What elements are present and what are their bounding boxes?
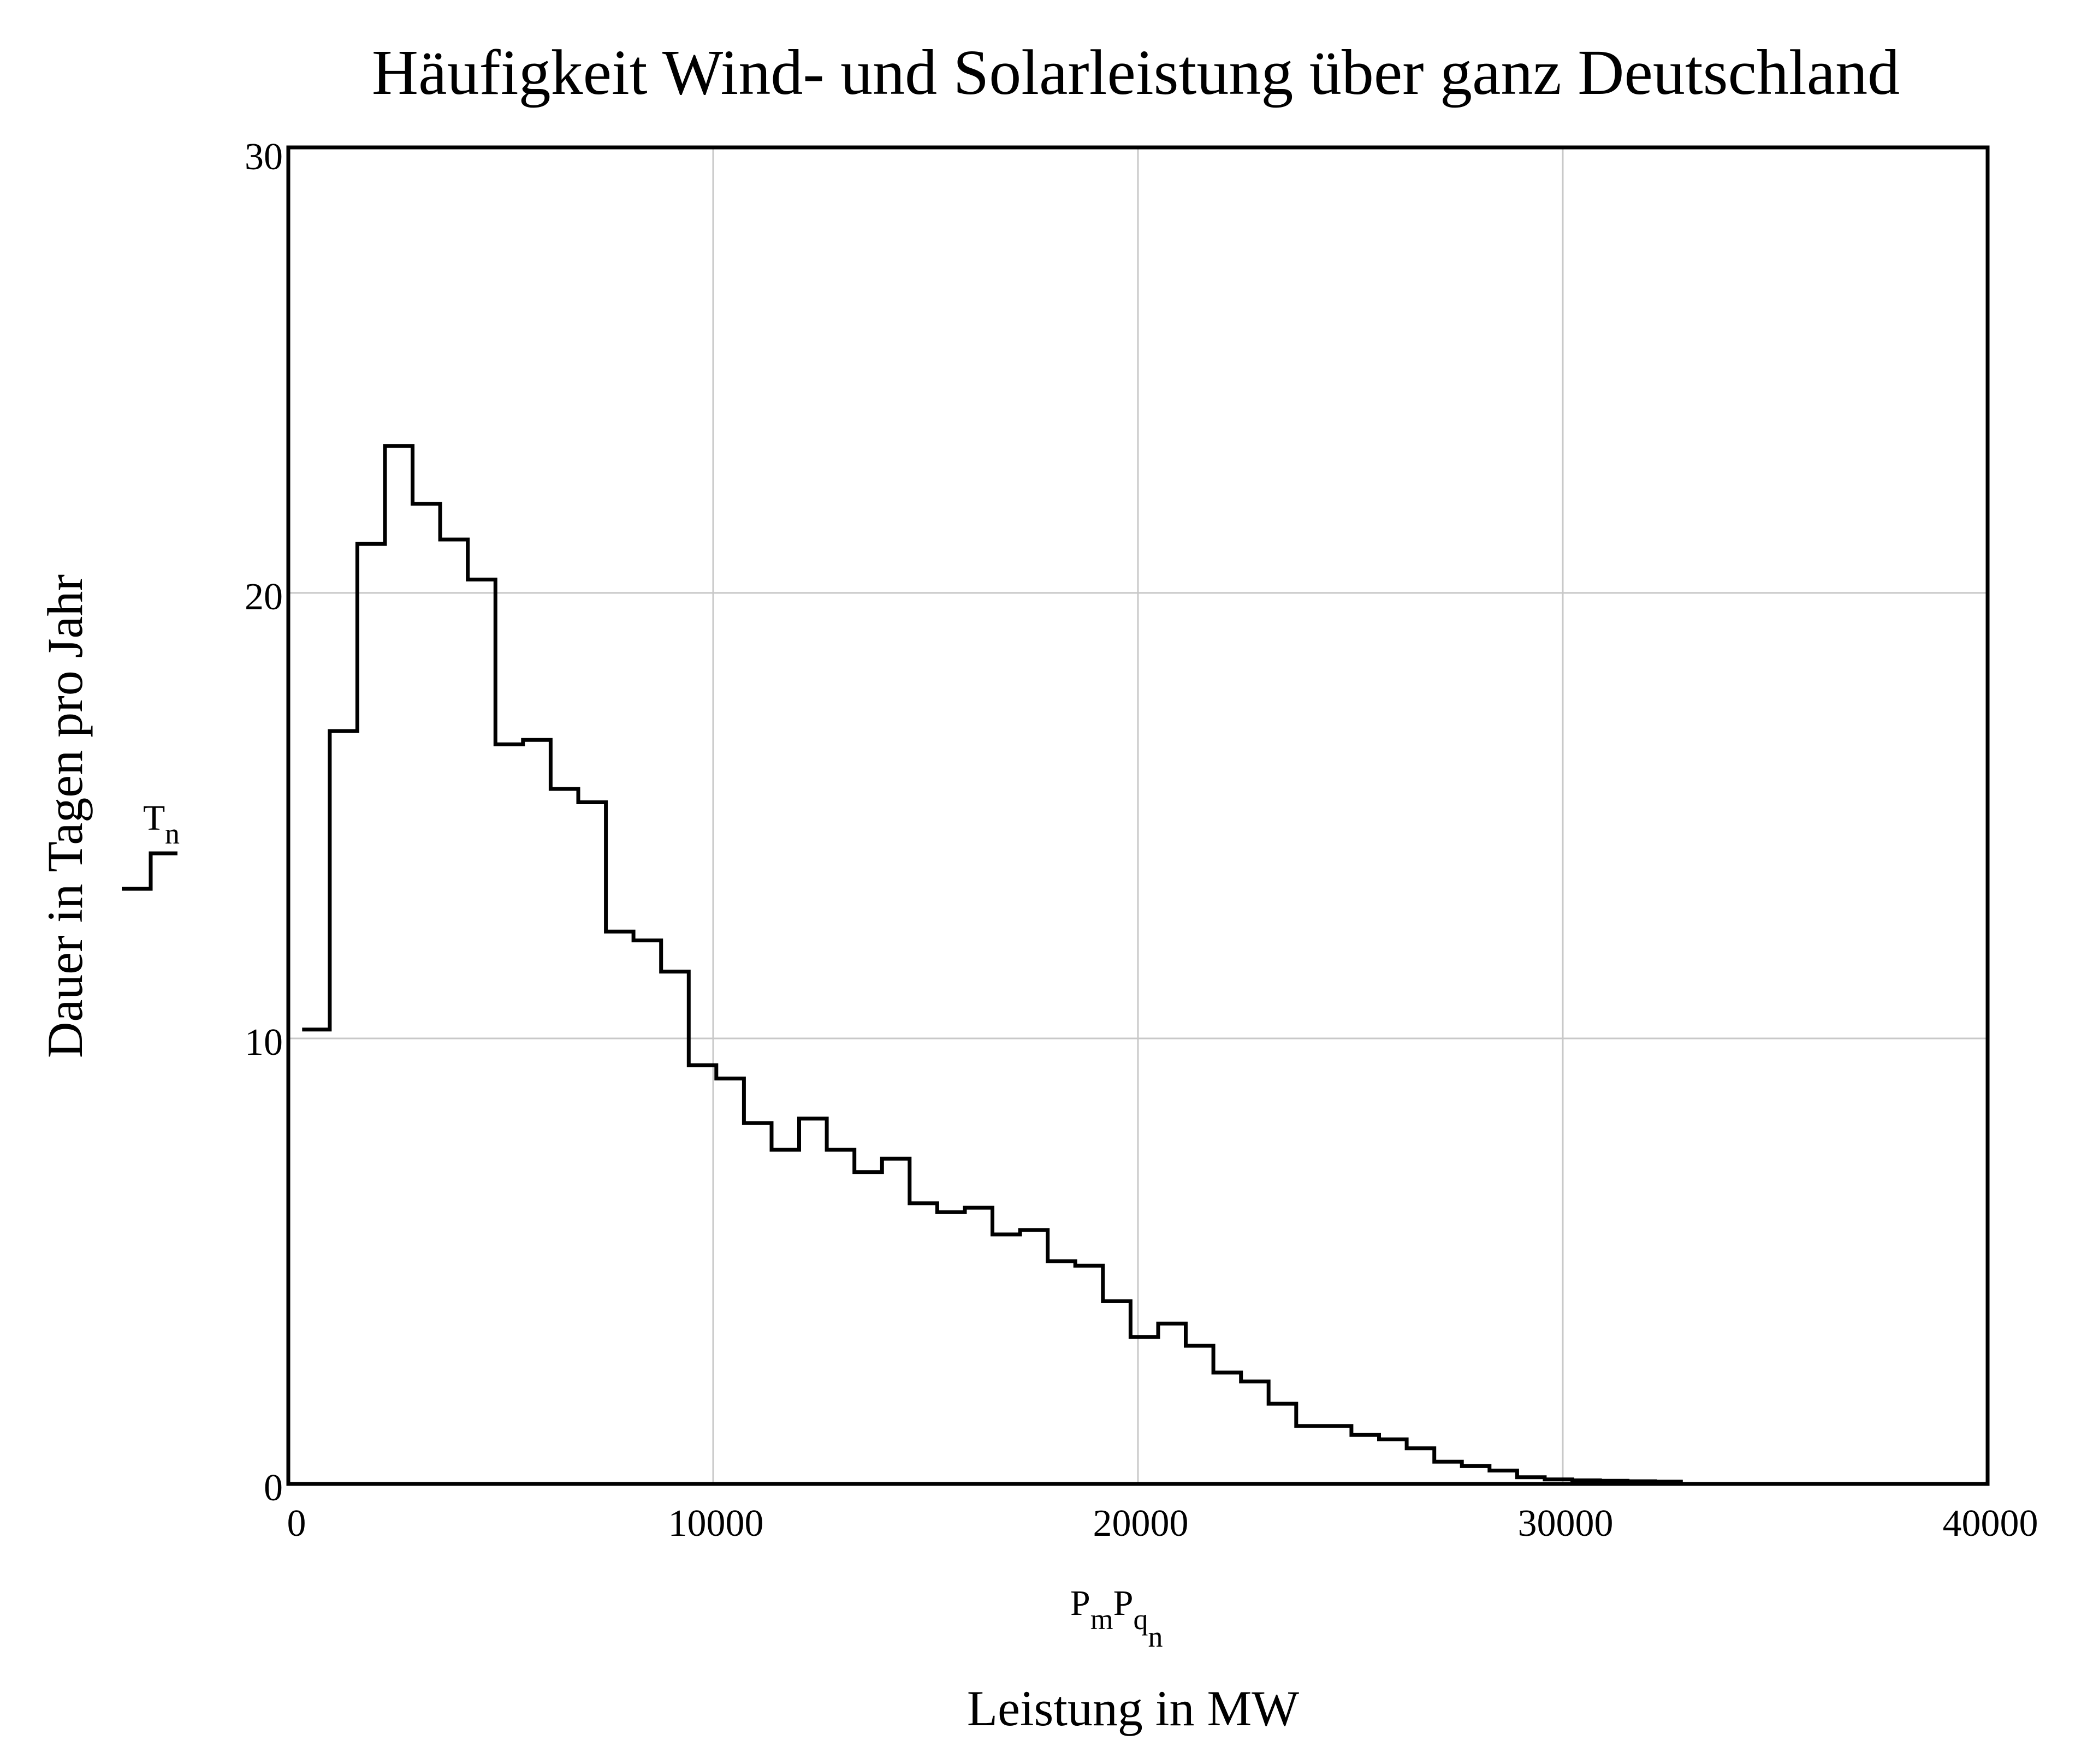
y-tick-labels: 0 10 20 30: [245, 136, 283, 1509]
x-variable-label: PmPqn: [1070, 1583, 1163, 1653]
y-variable-subscript: n: [165, 817, 180, 850]
x-tick-label: 10000: [668, 1502, 764, 1545]
x-tick-label: 40000: [1943, 1502, 2038, 1545]
x-tick-label: 0: [287, 1502, 306, 1545]
y-variable-label: T n: [122, 798, 180, 891]
x-tick-label: 30000: [1518, 1502, 1614, 1545]
x-variable-base-1: P: [1070, 1583, 1090, 1623]
x-axis-label: Leistung in MW: [967, 1680, 1299, 1736]
y-tick-label: 0: [264, 1467, 283, 1509]
grid-lines: [288, 147, 1988, 1484]
x-variable-sub-2: q: [1133, 1603, 1148, 1636]
y-tick-label: 20: [245, 576, 283, 618]
x-variable-sub-1: m: [1090, 1603, 1113, 1636]
y-axis-label: Dauer in Tagen pro Jahr: [37, 574, 93, 1058]
x-variable-base-2: P: [1113, 1583, 1134, 1623]
x-variable-sub-3: n: [1148, 1620, 1163, 1653]
series-legend-marker: [122, 851, 177, 891]
y-tick-label: 30: [245, 136, 283, 178]
y-variable-base: T: [143, 798, 165, 838]
chart-title: Häufigkeit Wind- und Solarleistung über …: [372, 37, 1900, 108]
plot-frame: [286, 145, 1990, 1486]
data-series-line: [302, 444, 1683, 1484]
x-tick-labels: 0 10000 20000 30000 40000: [287, 1502, 2038, 1545]
y-tick-label: 10: [245, 1021, 283, 1064]
x-tick-label: 20000: [1093, 1502, 1189, 1545]
